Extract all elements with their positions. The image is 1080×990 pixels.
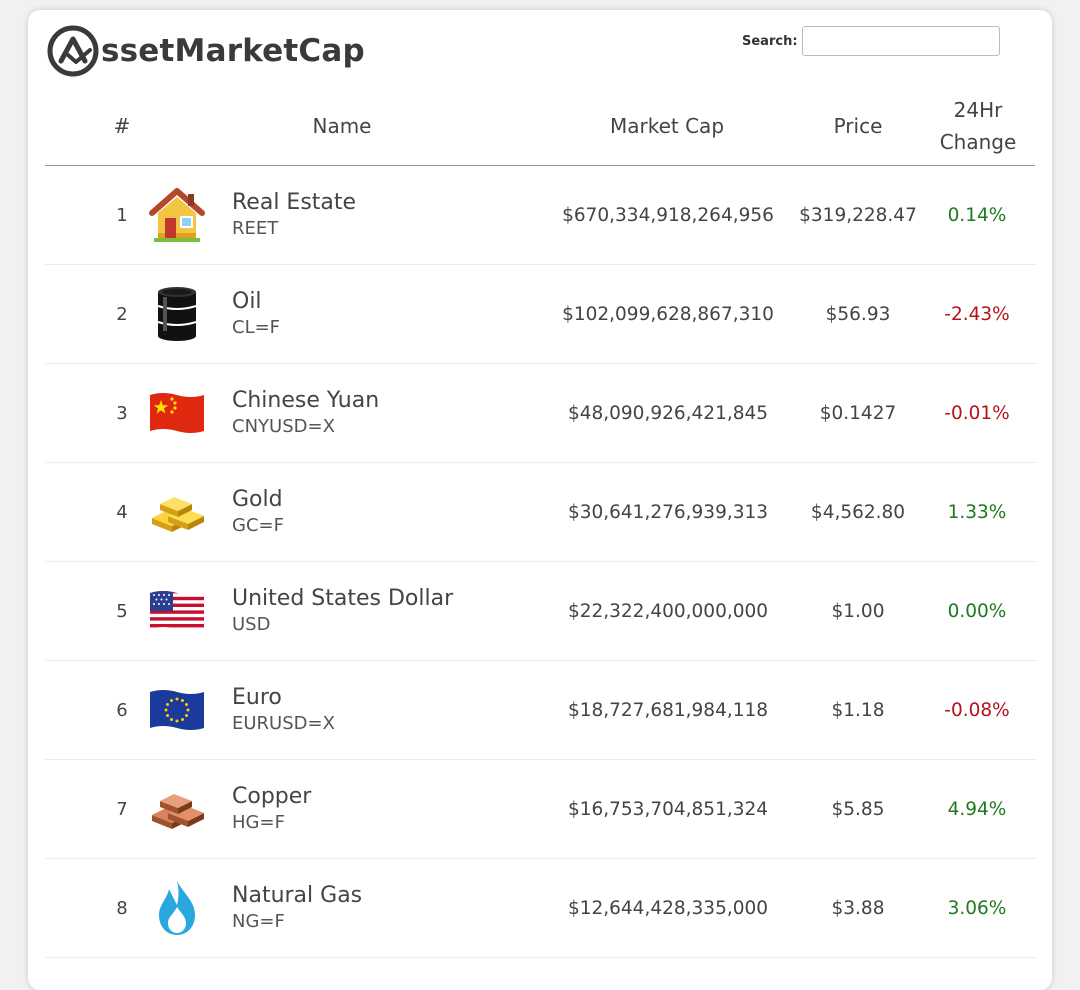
column-header-24hr-change-line1: 24Hr <box>953 97 1003 122</box>
rank-cell: 7 <box>116 798 128 820</box>
rank-cell: 8 <box>116 897 128 919</box>
table-row[interactable]: 7 Copper HG=F $16,753,704,851,324 <box>45 760 1037 859</box>
rank-cell: 1 <box>116 204 128 226</box>
rank-cell: 4 <box>116 501 128 523</box>
asset-name-cell[interactable]: Oil CL=F <box>232 265 562 363</box>
table-row[interactable]: 4 Gold GC=F $30,641,276,939,313 <box>45 463 1037 562</box>
price-cell: $1.00 <box>831 600 885 622</box>
price-cell: $56.93 <box>825 303 891 325</box>
asset-symbol: NG=F <box>232 911 285 932</box>
asset-name[interactable]: Natural Gas <box>232 883 363 908</box>
search-input[interactable] <box>801 26 1000 56</box>
column-header-rank[interactable]: # <box>113 113 131 138</box>
asset-name[interactable]: Euro <box>232 685 282 710</box>
search-box: Search: <box>742 26 1000 56</box>
asset-name[interactable]: Copper <box>232 784 312 809</box>
asset-name-cell[interactable]: Copper HG=F <box>232 760 562 858</box>
change-cell: 4.94% <box>947 798 1007 820</box>
asset-symbol: GC=F <box>232 515 284 536</box>
price-cell: $319,228.47 <box>799 204 917 226</box>
price-cell: $0.1427 <box>819 402 897 424</box>
asset-name[interactable]: Chinese Yuan <box>232 388 380 413</box>
price-cell: $3.88 <box>831 897 885 919</box>
asset-name-cell[interactable]: Real Estate REET <box>232 166 562 264</box>
column-header-name[interactable]: Name <box>312 113 372 138</box>
logo-mark-icon <box>47 25 99 77</box>
asset-symbol: CL=F <box>232 317 281 338</box>
asset-name-cell[interactable]: Chinese Yuan CNYUSD=X <box>232 364 562 462</box>
asset-name[interactable]: Gold <box>232 487 283 512</box>
asset-symbol: EURUSD=X <box>232 713 335 734</box>
china-flag-icon <box>147 364 207 462</box>
rank-cell: 2 <box>116 303 128 325</box>
oil-barrel-icon <box>147 265 207 363</box>
change-cell: 0.00% <box>947 600 1007 622</box>
asset-name-cell[interactable]: United States Dollar USD <box>232 562 562 660</box>
rank-cell: 3 <box>116 402 128 424</box>
asset-name[interactable]: Oil <box>232 289 262 314</box>
page-card: ssetMarketCap Search: # Name Market Cap … <box>28 10 1052 990</box>
column-header-price[interactable]: Price <box>833 113 883 138</box>
logo-text: ssetMarketCap <box>101 32 365 69</box>
asset-symbol: REET <box>232 218 279 239</box>
change-cell: -2.43% <box>944 303 1010 325</box>
column-header-24hr-change[interactable]: 24Hr Change <box>938 86 1018 165</box>
asset-name[interactable]: United States Dollar <box>232 586 454 611</box>
asset-symbol: USD <box>232 614 271 635</box>
rank-cell: 5 <box>116 600 128 622</box>
market-cap-cell: $22,322,400,000,000 <box>567 600 769 622</box>
change-cell: 1.33% <box>947 501 1007 523</box>
market-cap-cell: $30,641,276,939,313 <box>567 501 769 523</box>
market-cap-cell: $18,727,681,984,118 <box>567 699 769 721</box>
asset-name-cell[interactable]: Natural Gas NG=F <box>232 859 562 957</box>
asset-name-cell[interactable]: Gold GC=F <box>232 463 562 561</box>
asset-name[interactable]: Real Estate <box>232 190 357 215</box>
us-flag-icon <box>147 562 207 660</box>
asset-name-cell[interactable]: Euro EURUSD=X <box>232 661 562 759</box>
market-cap-cell: $670,334,918,264,956 <box>562 204 774 226</box>
table-header: # Name Market Cap Price 24Hr Change <box>45 86 1035 166</box>
table-row[interactable]: 8 Natural Gas NG=F $12,644,428,335,000 $… <box>45 859 1037 958</box>
table-row[interactable]: 3 Chinese Yuan CNYUSD=X $48,090,926,421,… <box>45 364 1037 463</box>
rank-cell: 6 <box>116 699 128 721</box>
market-cap-cell: $12,644,428,335,000 <box>567 897 769 919</box>
asset-symbol: HG=F <box>232 812 285 833</box>
market-cap-cell: $102,099,628,867,310 <box>562 303 774 325</box>
market-cap-cell: $48,090,926,421,845 <box>567 402 769 424</box>
table-row[interactable]: 1 Real Estate REET $670,334,918,264,956 … <box>45 166 1037 265</box>
house-icon <box>147 166 207 264</box>
price-cell: $1.18 <box>831 699 885 721</box>
site-logo[interactable]: ssetMarketCap <box>46 24 365 78</box>
change-cell: -0.01% <box>944 402 1010 424</box>
eu-flag-icon <box>147 661 207 759</box>
search-label: Search: <box>742 33 798 49</box>
flame-icon <box>147 859 207 957</box>
change-cell: 3.06% <box>947 897 1007 919</box>
column-header-market-cap[interactable]: Market Cap <box>609 113 725 138</box>
asset-table-body: 1 Real Estate REET $670,334,918,264,956 … <box>45 166 1037 958</box>
change-cell: 0.14% <box>947 204 1007 226</box>
market-cap-cell: $16,753,704,851,324 <box>567 798 769 820</box>
copper-bars-icon <box>147 760 207 858</box>
column-header-24hr-change-line2: Change <box>939 129 1017 154</box>
change-cell: -0.08% <box>944 699 1010 721</box>
price-cell: $4,562.80 <box>810 501 906 523</box>
table-row[interactable]: 6 Euro EURUSD=X $18,727,681,984,118 $1.1… <box>45 661 1037 760</box>
gold-bars-icon <box>147 463 207 561</box>
asset-symbol: CNYUSD=X <box>232 416 335 437</box>
table-row[interactable]: 2 Oil CL=F $102,099,628,867,310 $56.93 -… <box>45 265 1037 364</box>
price-cell: $5.85 <box>831 798 885 820</box>
table-row[interactable]: 5 <box>45 562 1037 661</box>
